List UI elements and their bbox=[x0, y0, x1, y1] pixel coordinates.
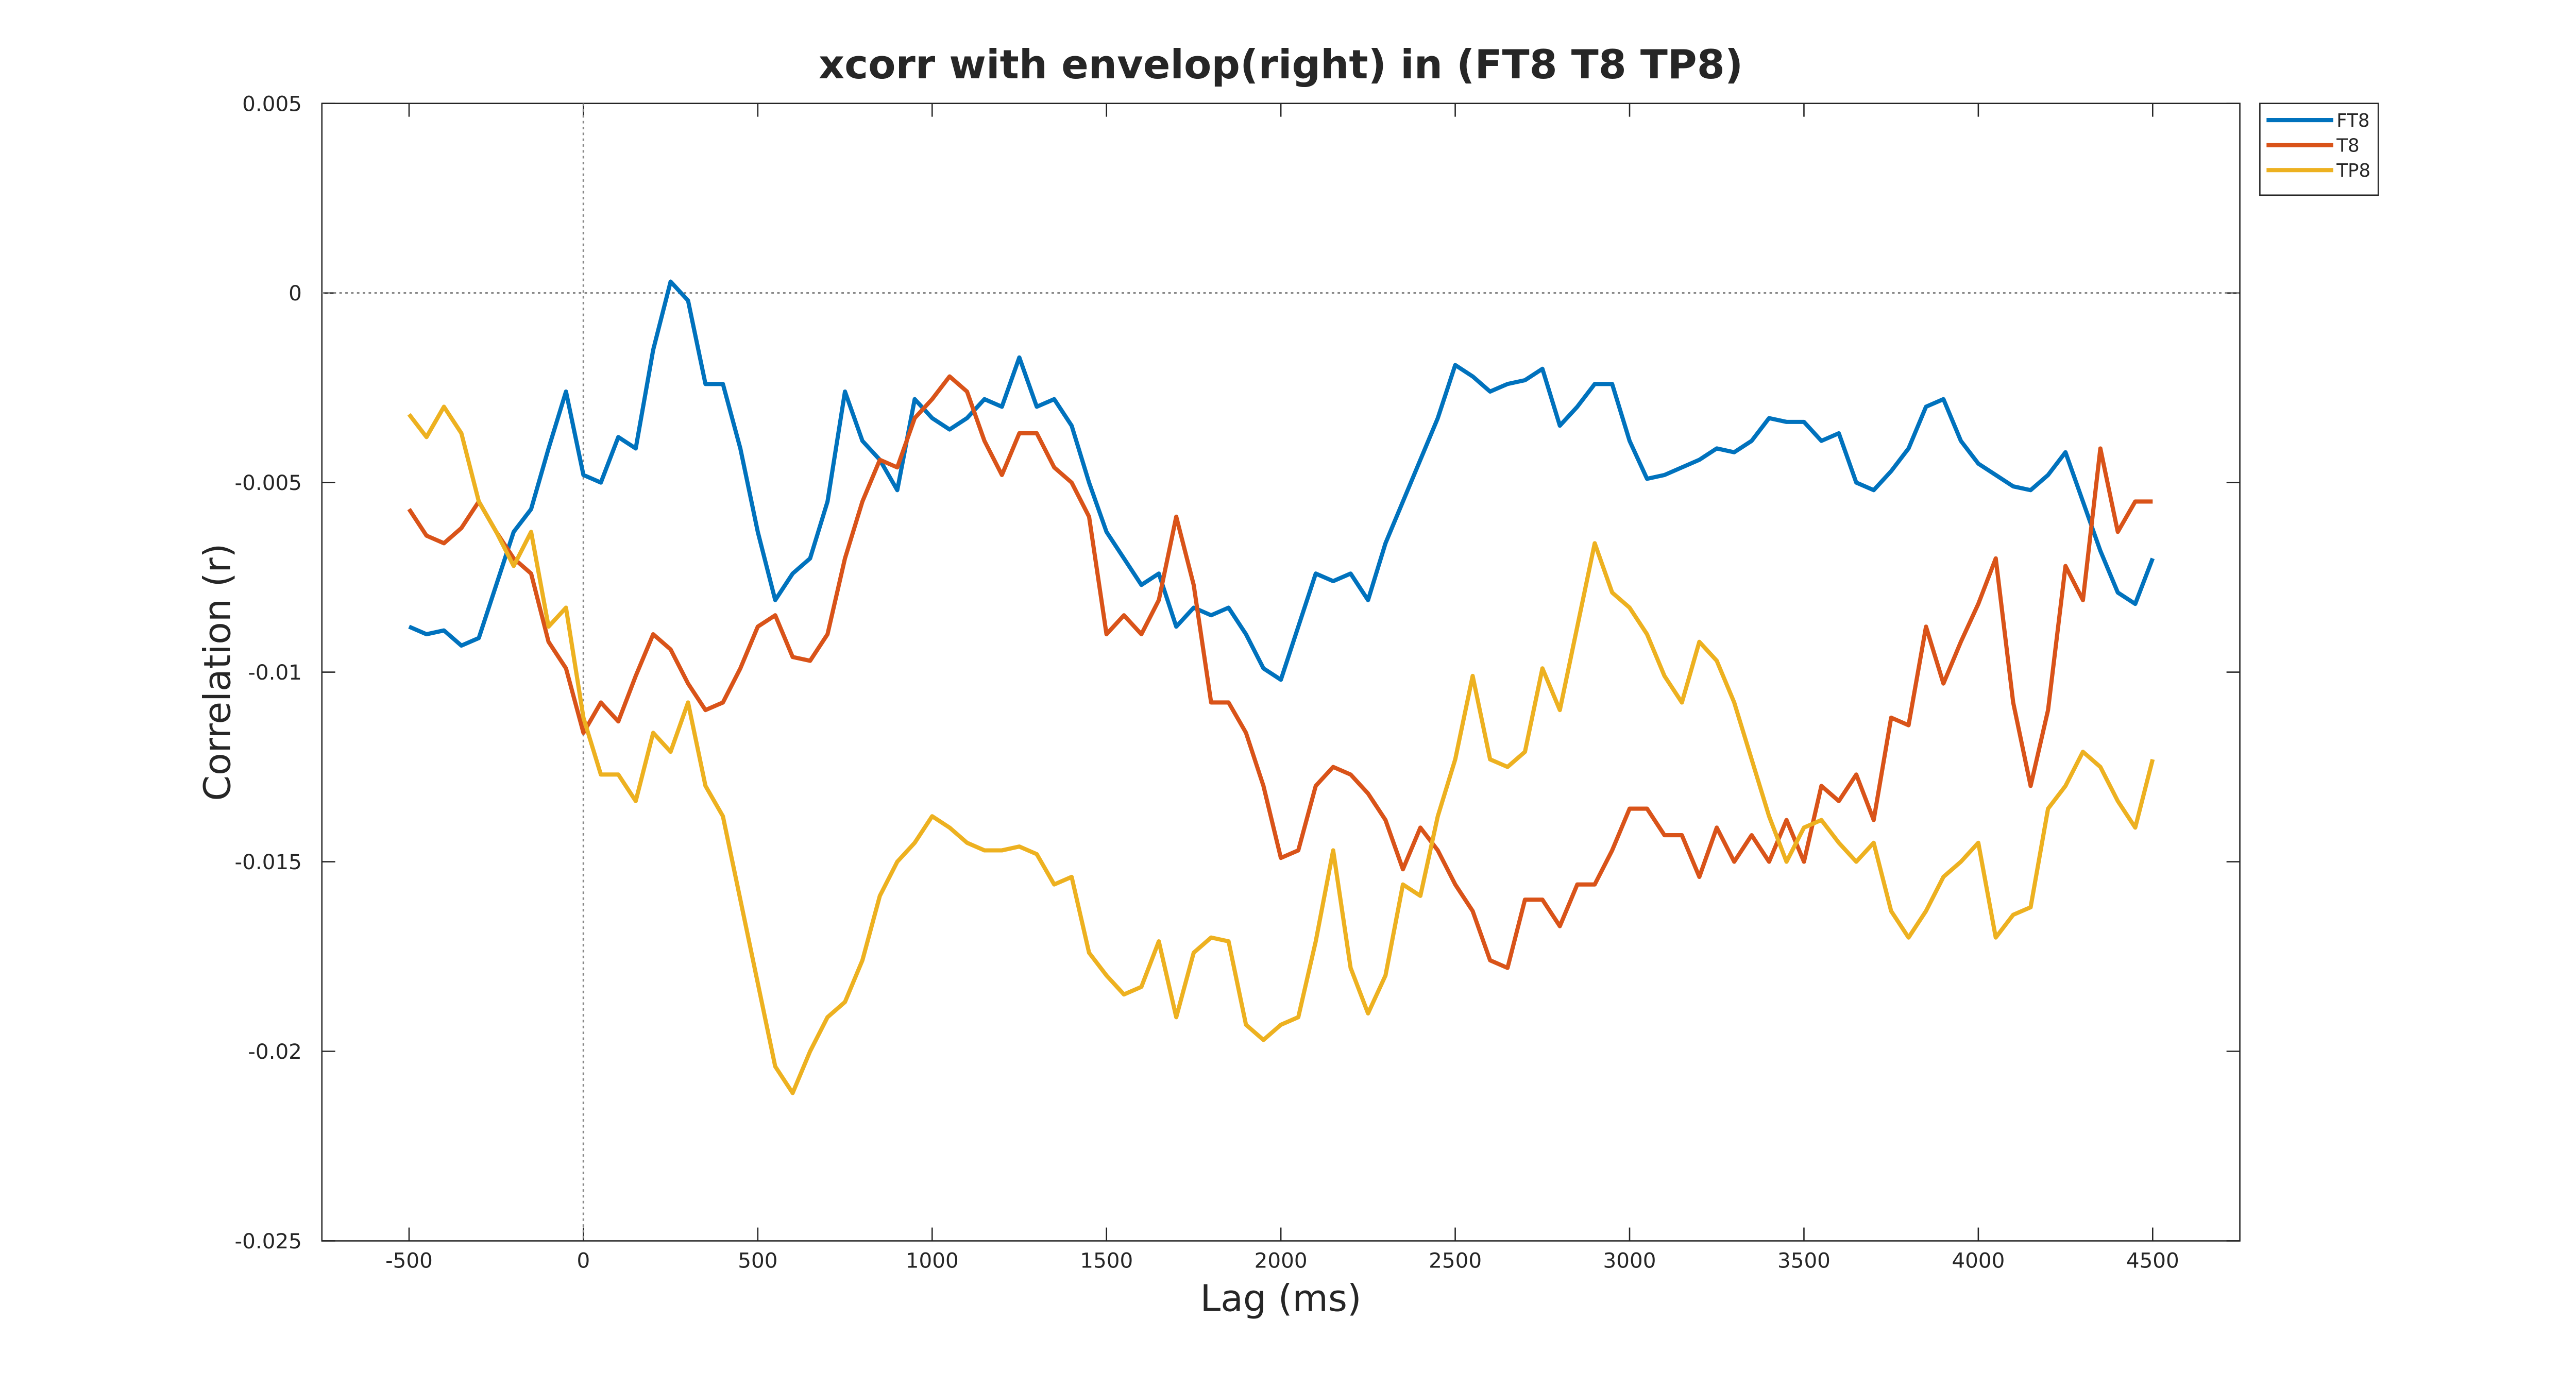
x-tick-label: 3500 bbox=[1777, 1248, 1831, 1273]
y-tick-label: 0 bbox=[289, 281, 302, 306]
plot-area bbox=[321, 103, 2241, 1242]
x-axis-label: Lag (ms) bbox=[1200, 1277, 1362, 1319]
y-tick-label: -0.01 bbox=[248, 660, 302, 685]
legend-label: TP8 bbox=[2336, 160, 2370, 181]
series-line bbox=[407, 374, 2153, 970]
x-tick-label: 3000 bbox=[1603, 1248, 1656, 1273]
x-tick-label: 4000 bbox=[1952, 1248, 2005, 1273]
series-line bbox=[408, 279, 2155, 682]
series-line bbox=[407, 404, 2155, 1095]
y-axis-label: Correlation (r) bbox=[196, 544, 239, 801]
chart-title: xcorr with envelop(right) in (FT8 T8 TP8… bbox=[819, 42, 1743, 88]
x-tick-label: 1000 bbox=[906, 1248, 959, 1273]
x-tick-label: 2500 bbox=[1429, 1248, 1482, 1273]
legend-label: FT8 bbox=[2336, 110, 2369, 131]
y-tick-label: -0.005 bbox=[235, 470, 302, 495]
x-tick-label: 4500 bbox=[2126, 1248, 2179, 1273]
y-tick-label: -0.025 bbox=[235, 1229, 302, 1254]
x-tick-label: 2000 bbox=[1255, 1248, 1308, 1273]
legend-label: T8 bbox=[2336, 136, 2359, 157]
x-tick-label: 500 bbox=[738, 1248, 777, 1273]
y-tick-label: 0.005 bbox=[242, 91, 302, 116]
x-tick-label: 1500 bbox=[1080, 1248, 1133, 1273]
y-tick-label: -0.015 bbox=[235, 850, 302, 874]
x-tick-label: 0 bbox=[577, 1248, 590, 1273]
y-tick-label: -0.02 bbox=[248, 1039, 302, 1064]
x-tick-label: -500 bbox=[385, 1248, 433, 1273]
